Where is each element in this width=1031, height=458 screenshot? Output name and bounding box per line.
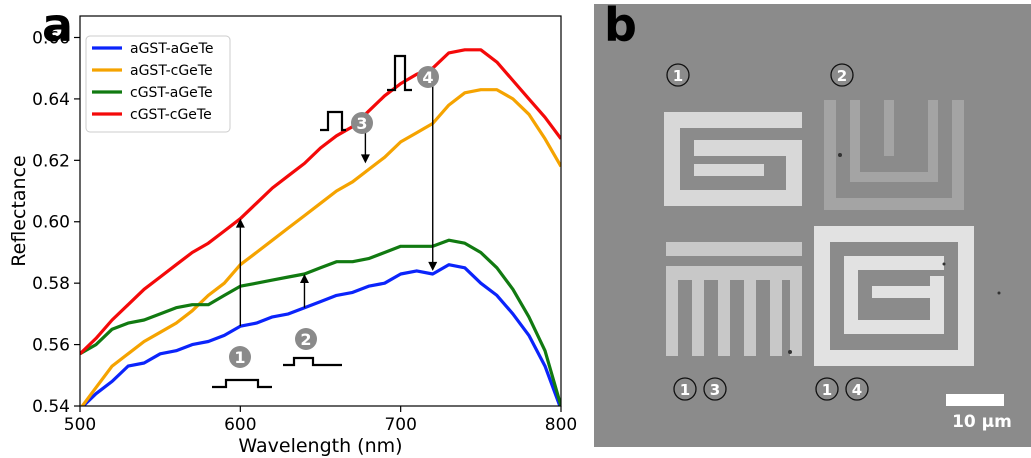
- y-tick-label: 0.62: [32, 151, 70, 171]
- step-marker-label: 1: [234, 348, 245, 367]
- x-tick-label: 500: [64, 415, 96, 435]
- plot-area: 500 600 700 800 0.54 0.56 0.58 0.60 0.62 0.64 0.66…: [8, 15, 577, 457]
- series-line-aGST-cGeTe: [80, 88, 561, 406]
- pattern-dotted: [666, 242, 802, 356]
- legend-entry: cGST-cGeTe: [130, 107, 212, 123]
- y-tick-label: 0.60: [32, 213, 70, 233]
- micrograph-image: 1 2 1 3 1 4 10 µm: [594, 4, 1031, 447]
- y-axis-label: Reflectance: [8, 155, 30, 266]
- step-marker-label: 2: [300, 330, 311, 349]
- scale-bar: [946, 394, 1004, 406]
- pulse-symbol: [212, 378, 272, 389]
- transition-arrow-head: [299, 273, 309, 283]
- panel-label-a: a: [42, 0, 74, 52]
- x-tick-label: 600: [224, 415, 256, 435]
- step-marker-circle: [417, 66, 439, 88]
- x-tick-label: 800: [545, 415, 577, 435]
- axes-frame: [79, 15, 562, 407]
- step-marker-circle: [229, 346, 251, 368]
- pattern-s: [664, 112, 802, 206]
- pattern-spiral: [814, 226, 974, 366]
- micrograph-marker-label: 1: [822, 381, 832, 399]
- micrograph-marker-circle: [703, 377, 727, 401]
- micrograph-marker-label: 4: [852, 381, 862, 399]
- legend-entry: aGST-cGeTe: [130, 63, 213, 79]
- series-line-cGST-cGeTe: [80, 48, 561, 355]
- step-marker-circle: [295, 328, 317, 350]
- panel-label-b: b: [604, 0, 637, 52]
- legend-box: [85, 35, 231, 133]
- micrograph-marker-circle: [673, 377, 697, 401]
- transition-arrow-head: [428, 261, 438, 271]
- y-tick-label: 0.64: [32, 90, 70, 110]
- micrograph-marker-label: 2: [837, 67, 847, 85]
- legend: aGST-aGeTe aGST-cGeTe cGST-aGeTe cGST-cGeTe: [85, 35, 231, 133]
- specks: [788, 153, 1001, 354]
- micrograph-marker-circle: [815, 377, 839, 401]
- y-tick-label: 0.56: [32, 336, 70, 356]
- step-marker-label: 4: [422, 68, 433, 87]
- reflectance-chart: 500 600 700 800 0.54 0.56 0.58 0.60 0.62 0.64 0.66…: [8, 15, 577, 457]
- pulse-symbol: [283, 356, 342, 367]
- micrograph-marker-circle: [845, 377, 869, 401]
- transition-arrow-head: [360, 154, 370, 164]
- legend-entry: aGST-aGeTe: [130, 41, 213, 57]
- step-marker-label: 3: [356, 114, 367, 133]
- micrograph-marker-circle: [666, 63, 690, 87]
- pattern-faint: [824, 100, 964, 210]
- micrograph-marker-label: 3: [710, 381, 720, 399]
- pulse-symbol: [387, 54, 412, 92]
- micrograph-marker-label: 1: [680, 381, 690, 399]
- micrograph-markers: 1 2 1 3 1 4: [666, 63, 869, 401]
- legend-entry: cGST-aGeTe: [130, 85, 213, 101]
- y-tick-label: 0.58: [32, 274, 70, 294]
- series-line-cGST-aGeTe: [80, 238, 561, 406]
- micrograph-marker-circle: [830, 63, 854, 87]
- series-line-aGST-aGeTe: [80, 263, 561, 406]
- scale-bar-label: 10 µm: [952, 412, 1012, 432]
- transition-arrow-head: [235, 218, 245, 228]
- micrograph-panel: 1 2 1 3 1 4 10 µm: [594, 4, 1031, 447]
- y-tick-label: 0.66: [32, 28, 70, 48]
- x-tick-label: 700: [384, 415, 416, 435]
- micrograph-marker-label: 1: [673, 67, 683, 85]
- step-marker-circle: [351, 112, 373, 134]
- y-tick-label: 0.54: [32, 397, 70, 417]
- micrograph-background: [594, 4, 1031, 447]
- x-axis-label: Wavelength (nm): [238, 435, 402, 457]
- pulse-symbol: [320, 110, 346, 132]
